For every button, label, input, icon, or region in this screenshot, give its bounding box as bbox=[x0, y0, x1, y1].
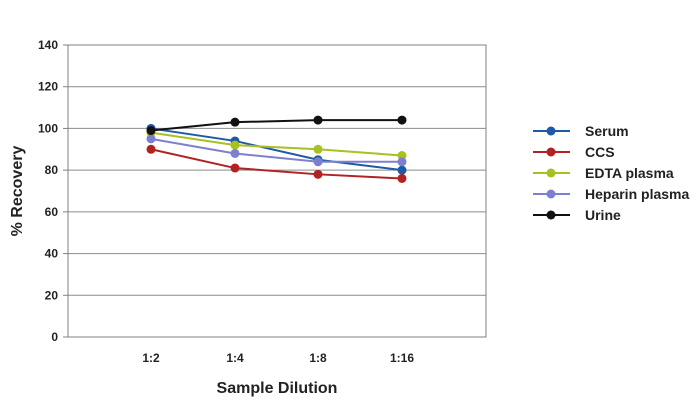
legend-item: Urine bbox=[533, 207, 621, 223]
data-point bbox=[230, 163, 240, 173]
legend-item: Heparin plasma bbox=[533, 186, 689, 202]
y-tick-label: 100 bbox=[38, 121, 58, 135]
data-point bbox=[313, 115, 323, 125]
y-tick-label: 120 bbox=[38, 80, 58, 94]
data-point bbox=[146, 134, 156, 144]
data-point bbox=[397, 173, 407, 183]
series-serum bbox=[146, 123, 407, 175]
data-point bbox=[230, 148, 240, 158]
gridlines bbox=[68, 44, 486, 296]
legend-swatch-marker bbox=[546, 126, 556, 136]
series-line bbox=[150, 119, 402, 132]
data-point bbox=[397, 151, 407, 161]
y-tick-label: 60 bbox=[45, 205, 59, 219]
series-line bbox=[150, 131, 403, 157]
x-tick-label: 1:16 bbox=[390, 351, 414, 365]
legend: Serum CCS EDTA plasma Heparin plasma Urine bbox=[533, 123, 689, 223]
legend-label: Heparin plasma bbox=[585, 186, 689, 202]
series-line bbox=[150, 148, 403, 180]
y-tick-label: 0 bbox=[51, 330, 58, 344]
x-tick-label: 1:8 bbox=[309, 351, 327, 365]
legend-label: Serum bbox=[585, 123, 629, 139]
legend-item: Serum bbox=[533, 123, 629, 139]
series-line bbox=[150, 127, 403, 172]
y-tick-label: 140 bbox=[38, 38, 58, 52]
data-point bbox=[313, 157, 323, 167]
series-group bbox=[146, 115, 407, 183]
data-point bbox=[313, 144, 323, 154]
data-point bbox=[313, 169, 323, 179]
series-urine bbox=[146, 115, 407, 136]
y-tick-label: 40 bbox=[45, 247, 59, 261]
y-axis-title: % Recovery bbox=[9, 146, 26, 237]
legend-swatch-marker bbox=[546, 168, 556, 178]
legend-swatch-marker bbox=[546, 210, 556, 220]
series-heparin-plasma bbox=[146, 134, 407, 167]
x-tick-label: 1:4 bbox=[226, 351, 244, 365]
legend-label: EDTA plasma bbox=[585, 165, 674, 181]
data-point bbox=[230, 140, 240, 150]
data-point bbox=[397, 115, 407, 125]
legend-item: CCS bbox=[533, 144, 615, 160]
series-ccs bbox=[146, 144, 407, 183]
legend-label: CCS bbox=[585, 144, 615, 160]
x-axis-title: Sample Dilution bbox=[217, 380, 338, 397]
data-point bbox=[397, 157, 407, 167]
x-tick-label: 1:2 bbox=[142, 351, 160, 365]
data-point bbox=[146, 126, 156, 136]
x-axis-ticks: 1:2 1:4 1:8 1:16 bbox=[142, 351, 414, 365]
series-line bbox=[150, 137, 402, 163]
legend-swatch-marker bbox=[546, 189, 556, 199]
legend-swatch-marker bbox=[546, 147, 556, 157]
legend-item: EDTA plasma bbox=[533, 165, 674, 181]
plot-area bbox=[67, 44, 487, 338]
y-axis-ticks: 0 20 40 60 80 100 120 140 bbox=[38, 38, 68, 344]
data-point bbox=[230, 117, 240, 127]
legend-label: Urine bbox=[585, 207, 621, 223]
data-point bbox=[397, 165, 407, 175]
y-tick-label: 80 bbox=[45, 163, 59, 177]
y-tick-label: 20 bbox=[45, 288, 59, 302]
data-point bbox=[146, 144, 156, 154]
